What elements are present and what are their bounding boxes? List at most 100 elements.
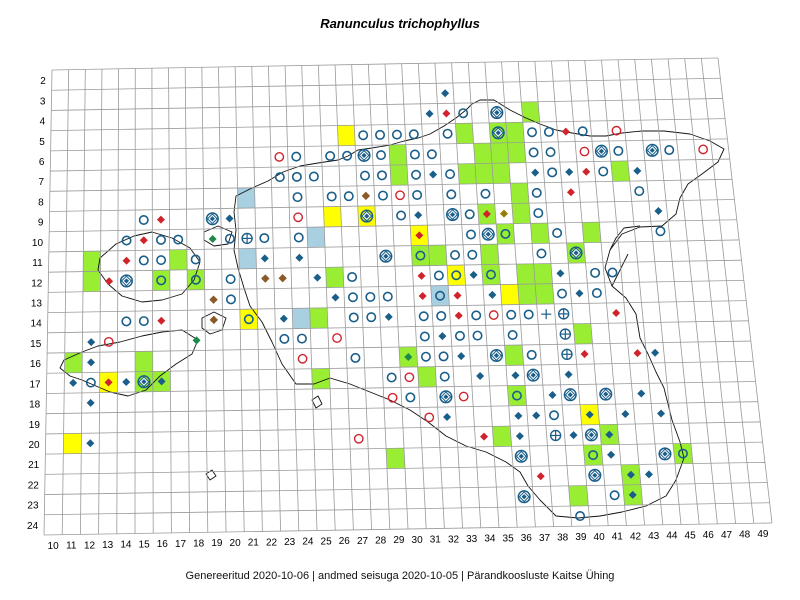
column-label: 22 <box>266 537 278 548</box>
cell-fill-green <box>568 485 589 507</box>
grid-hline <box>48 239 740 253</box>
marker-diamond-ring <box>594 144 608 158</box>
map-title: Ranunculus trichophyllus <box>320 16 480 31</box>
marker-blue-ring <box>173 234 184 245</box>
marker-blue-diamond <box>621 410 630 419</box>
row-label: 6 <box>39 157 45 168</box>
marker-blue-ring <box>225 294 236 305</box>
grid-hline <box>47 300 747 314</box>
grid-hline <box>44 482 768 495</box>
marker-blue-diamond <box>531 168 540 177</box>
row-label: 13 <box>31 299 43 310</box>
cell-fill-green <box>152 270 170 291</box>
cell-fill-green <box>505 122 525 143</box>
grid-hline <box>46 401 758 415</box>
cell-fill-green <box>504 344 524 366</box>
marker-plus <box>541 309 552 320</box>
column-label: 49 <box>757 529 769 540</box>
marker-red-ring <box>698 144 709 155</box>
marker-diamond-ring <box>658 447 672 461</box>
marker-blue-ring <box>450 250 461 261</box>
marker-diamond-ring <box>481 227 495 241</box>
marker-diamond-ring <box>491 126 505 140</box>
row-label: 9 <box>38 218 44 229</box>
marker-blue-ring <box>348 312 359 323</box>
marker-brown-diamond <box>209 295 218 304</box>
marker-blue-diamond <box>532 411 541 420</box>
marker-blue-ring <box>347 272 358 283</box>
marker-blue-ring <box>296 333 307 344</box>
marker-blue-diamond <box>575 289 584 298</box>
marker-red-diamond <box>480 432 489 441</box>
cell-fill-green <box>386 448 405 469</box>
marker-blue-diamond <box>605 430 614 439</box>
marker-blue-diamond <box>657 409 666 418</box>
marker-blue-diamond <box>443 413 452 422</box>
marker-brown-diamond <box>261 274 270 283</box>
marker-blue-ring <box>526 349 537 360</box>
marker-blue-ring <box>536 248 547 259</box>
grid-vline <box>168 67 172 533</box>
marker-blue-ring <box>500 228 511 239</box>
grid-vline <box>301 65 318 531</box>
marker-blue-ring <box>279 333 290 344</box>
column-label: 19 <box>211 538 223 549</box>
column-label: 27 <box>357 536 369 547</box>
cell-fill-blue <box>307 226 325 248</box>
column-label: 42 <box>630 531 642 542</box>
marker-blue-diamond <box>644 470 653 479</box>
marker-red-diamond <box>582 167 591 176</box>
marker-blue-diamond <box>637 389 646 398</box>
marker-blue-ring <box>358 130 369 141</box>
grid-hline <box>48 279 744 293</box>
row-label: 19 <box>29 420 41 431</box>
marker-blue-ring <box>588 450 599 461</box>
marker-blue-ring <box>506 309 517 320</box>
marker-blue-ring <box>259 233 270 244</box>
column-label: 38 <box>557 532 569 543</box>
marker-red-ring <box>458 391 469 402</box>
marker-plus-ring <box>559 328 572 340</box>
marker-red-diamond <box>566 188 575 197</box>
marker-blue-ring <box>274 172 285 183</box>
marker-blue-ring <box>598 166 609 177</box>
row-label: 12 <box>31 278 43 289</box>
cell-fill-blue <box>292 308 311 329</box>
row-label: 5 <box>39 137 45 148</box>
cell-fill-green <box>517 283 537 305</box>
grid-vline <box>467 62 500 528</box>
marker-blue-ring <box>405 392 416 403</box>
marker-blue-ring <box>533 208 544 219</box>
marker-red-diamond <box>561 127 570 136</box>
column-label: 30 <box>412 535 424 546</box>
marker-blue-diamond <box>654 206 663 215</box>
cell-fill-green <box>507 385 527 406</box>
row-label: 3 <box>40 96 46 107</box>
marker-blue-diamond <box>225 214 234 223</box>
row-label: 18 <box>29 400 41 411</box>
marker-blue-ring <box>411 169 422 180</box>
cell-fill-green <box>491 162 511 184</box>
cell-fill-yellow <box>323 206 342 227</box>
column-label: 32 <box>448 534 460 545</box>
grid-vline <box>80 69 86 535</box>
marker-diamond-ring <box>137 375 151 389</box>
grid-vline <box>268 66 281 532</box>
marker-blue-ring <box>590 267 601 278</box>
row-label: 20 <box>28 440 40 451</box>
cell-fill-green <box>474 163 494 184</box>
grid-vline <box>634 59 682 525</box>
cell-fill-green <box>582 222 602 243</box>
grid-hline <box>45 461 765 475</box>
marker-plus-ring <box>549 429 562 442</box>
marker-blue-diamond <box>441 89 450 98</box>
marker-blue-ring <box>376 170 387 181</box>
marker-red-ring <box>274 152 285 162</box>
grid-hline <box>49 219 737 233</box>
column-label: 40 <box>594 532 606 543</box>
marker-blue-ring <box>609 490 620 501</box>
marker-blue-ring <box>391 129 402 140</box>
marker-red-ring <box>297 353 308 364</box>
map-grid <box>43 57 773 536</box>
